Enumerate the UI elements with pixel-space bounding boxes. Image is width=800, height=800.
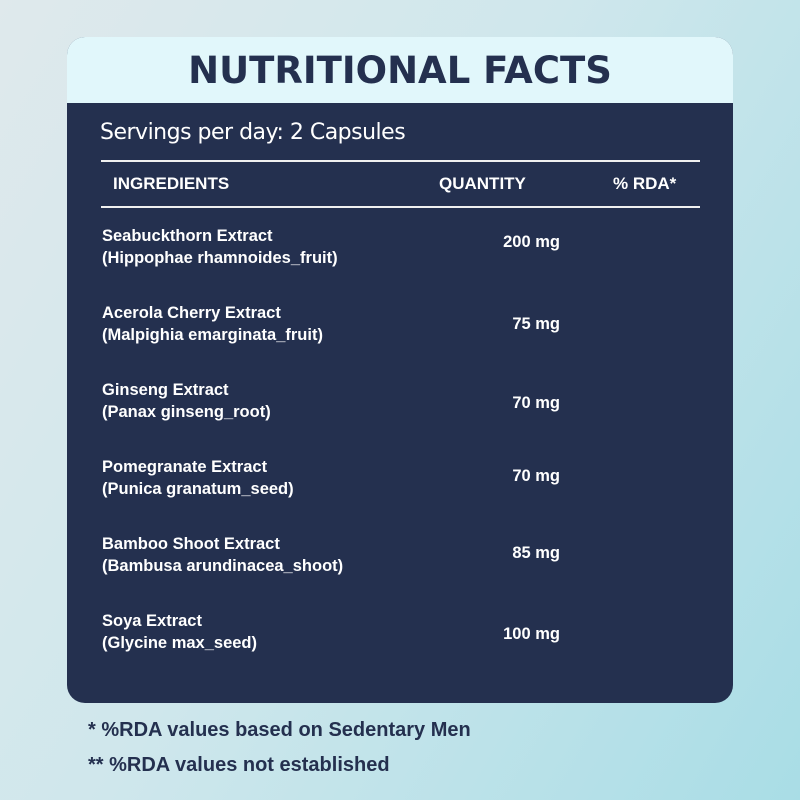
- table-row: Ginseng Extract (Panax ginseng_root) 70 m…: [102, 379, 702, 449]
- table-row: Pomegranate Extract (Punica granatum_seed…: [102, 456, 702, 526]
- ingredient-quantity: 70 mg: [512, 394, 560, 412]
- ingredient-quantity: 100 mg: [503, 625, 560, 643]
- header-rda: % RDA*: [613, 174, 677, 193]
- table-row: Soya Extract (Glycine max_seed) 100 mg: [102, 610, 702, 680]
- ingredient-name: Seabuckthorn Extract (Hippophae rhamnoide…: [102, 227, 338, 267]
- table-row: Seabuckthorn Extract (Hippophae rhamnoide…: [102, 225, 702, 295]
- ingredient-name: Acerola Cherry Extract (Malpighia emargin…: [102, 304, 323, 344]
- ingredient-name: Ginseng Extract (Panax ginseng_root): [102, 381, 271, 421]
- header-quantity: QUANTITY: [439, 174, 526, 193]
- ingredient-name: Pomegranate Extract (Punica granatum_seed…: [102, 458, 294, 498]
- table-row: Acerola Cherry Extract (Malpighia emargin…: [102, 302, 702, 372]
- page-title: NUTRITIONAL FACTS: [188, 49, 612, 92]
- ingredient-quantity: 75 mg: [512, 315, 560, 333]
- servings-text: Servings per day: 2 Capsules: [100, 120, 406, 145]
- table-row: Bamboo Shoot Extract (Bambusa arundinacea…: [102, 533, 702, 603]
- nutrition-facts-card: NUTRITIONAL FACTS Servings per day: 2 Ca…: [67, 37, 733, 703]
- ingredient-name: Soya Extract (Glycine max_seed): [102, 612, 257, 652]
- ingredient-name: Bamboo Shoot Extract (Bambusa arundinacea…: [102, 535, 344, 575]
- ingredient-quantity: 85 mg: [512, 544, 560, 562]
- footnote: ** %RDA values not established: [88, 754, 390, 776]
- ingredient-quantity: 70 mg: [512, 467, 560, 485]
- header-ingredients: INGREDIENTS: [113, 174, 230, 193]
- divider: [101, 206, 700, 208]
- card-header: NUTRITIONAL FACTS: [67, 37, 733, 103]
- footnote: * %RDA values based on Sedentary Men: [88, 719, 471, 741]
- divider: [101, 160, 700, 162]
- ingredient-quantity: 200 mg: [503, 233, 560, 251]
